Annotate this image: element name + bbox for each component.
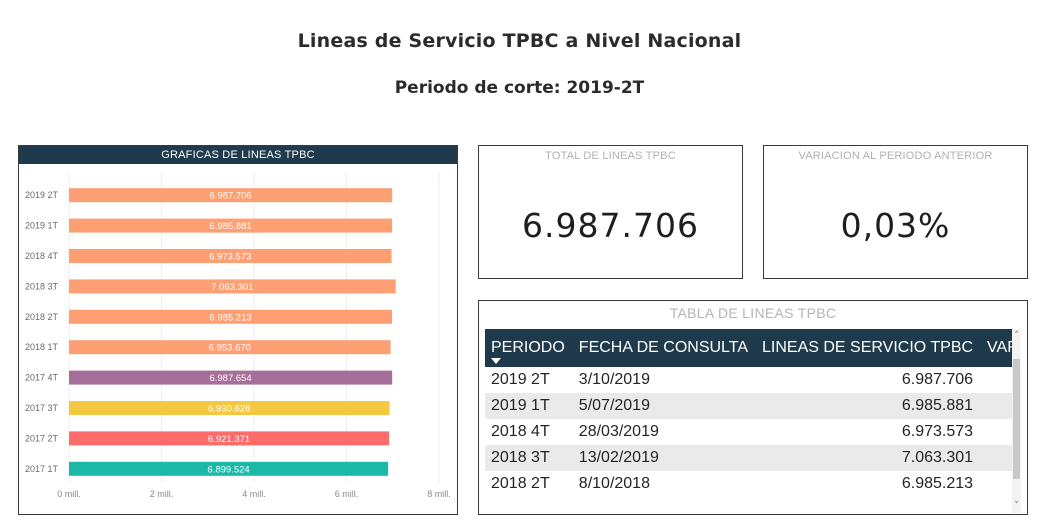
bar-value-label: 6.973.573 [209, 252, 251, 263]
bar[interactable] [69, 218, 393, 233]
bar[interactable] [69, 188, 393, 203]
kpi-total-value: 6.987.706 [522, 206, 699, 245]
x-tick-label: 2 mill. [150, 489, 174, 499]
column-header-fecha[interactable]: FECHA DE CONSULTA [578, 339, 749, 356]
kpi-variation-card[interactable]: VARIACION AL PERIODO ANTERIOR 0,03% [763, 145, 1028, 279]
category-label: 2018 4T [25, 251, 59, 261]
column-header-variacion[interactable]: VARIA [987, 339, 1013, 356]
bar[interactable] [69, 340, 391, 355]
bar-value-label: 6.921.371 [208, 434, 250, 445]
bar-value-label: 6.987.654 [209, 373, 251, 384]
cell-fecha: 5/07/2019 [578, 397, 650, 414]
category-label: 2017 3T [25, 403, 59, 413]
cell-lineas: 6.973.573 [901, 423, 974, 440]
table-scroll-area[interactable]: PERIODO FECHA DE CONSULTA LINEAS DE SERV… [485, 329, 1013, 513]
cell-fecha: 8/10/2018 [578, 475, 650, 492]
kpi-variation-value: 0,03% [840, 206, 951, 245]
bar-value-label: 6.899.524 [207, 464, 249, 475]
x-tick-label: 6 mill. [335, 489, 359, 499]
cell-periodo: 2019 1T [491, 397, 550, 414]
cell-lineas: 6.985.213 [901, 475, 974, 492]
bar[interactable] [69, 249, 392, 263]
cell-periodo: 2018 2T [491, 475, 550, 492]
chart-header: GRAFICAS DE LINEAS TPBC [19, 146, 457, 164]
bar-value-label: 6.987.706 [209, 191, 251, 202]
chevron-up-icon[interactable]: ˄ [1014, 331, 1019, 341]
bar-value-label: 6.953.670 [209, 343, 251, 354]
x-tick-label: 0 mill. [57, 489, 81, 499]
report-title: Lineas de Servicio TPBC a Nivel Nacional [297, 30, 742, 52]
table-title: TABLA DE LINEAS TPBC [669, 305, 837, 321]
cell-lineas: 6.987.706 [901, 371, 974, 388]
kpi-variation-label: VARIACION AL PERIODO ANTERIOR [798, 150, 993, 162]
cell-fecha: 28/03/2019 [578, 423, 659, 440]
cell-variacion: ( [981, 367, 1013, 393]
x-tick-label: 4 mill. [242, 489, 266, 499]
cell-variacion: ( [981, 393, 1013, 419]
bar[interactable] [69, 401, 390, 415]
category-label: 2018 2T [25, 312, 59, 322]
table-row[interactable]: 2019 1T 5/07/2019 6.985.881 ( [485, 393, 1013, 419]
cell-periodo: 2019 2T [491, 371, 550, 388]
cell-periodo: 2018 3T [491, 449, 550, 466]
category-label: 2017 4T [25, 373, 59, 383]
bar[interactable] [69, 461, 389, 476]
bar-value-label: 7.063.301 [211, 282, 253, 293]
cell-variacion: - [981, 419, 1013, 445]
cell-fecha: 13/02/2019 [578, 449, 659, 466]
sort-descending-icon [491, 358, 501, 364]
x-tick-label: 8 mill. [427, 489, 451, 499]
scrollbar-thumb[interactable] [1013, 359, 1020, 479]
bar-value-label: 6.985.213 [209, 312, 251, 323]
kpi-total-label: TOTAL DE LINEAS TPBC [545, 150, 676, 162]
column-header-periodo[interactable]: PERIODO [485, 329, 573, 367]
bar[interactable] [69, 370, 393, 385]
cell-lineas: 7.063.301 [901, 449, 974, 466]
table-panel[interactable]: TABLA DE LINEAS TPBC PERIODO FECHA DE CO… [478, 300, 1028, 515]
chevron-down-icon[interactable]: ˅ [1014, 501, 1019, 511]
table-row[interactable]: 2018 2T 8/10/2018 6.985.213 ( [485, 471, 1013, 497]
table-header-row: PERIODO FECHA DE CONSULTA LINEAS DE SERV… [485, 329, 1013, 367]
bar-chart[interactable]: 0 mill. 2 mill. 4 mill. 6 mill. 8 mill. 2019 … [19, 164, 457, 514]
category-label: 2018 1T [25, 342, 59, 352]
cell-fecha: 3/10/2019 [578, 371, 650, 388]
bar-value-label: 6.930.628 [208, 404, 250, 415]
cell-variacion: - [981, 445, 1013, 471]
table-row[interactable]: 2019 2T 3/10/2019 6.987.706 ( [485, 367, 1013, 393]
cell-lineas: 6.985.881 [901, 397, 974, 414]
table-row[interactable]: 2018 4T 28/03/2019 6.973.573- [485, 419, 1013, 445]
category-label: 2018 3T [25, 281, 59, 291]
kpi-total-card[interactable]: TOTAL DE LINEAS TPBC 6.987.706 [478, 145, 743, 279]
cell-periodo: 2018 4T [491, 423, 550, 440]
category-label: 2019 1T [25, 221, 59, 231]
chart-panel[interactable]: GRAFICAS DE LINEAS TPBC 0 mill. 2 mill. 4 … [18, 145, 458, 515]
data-table: PERIODO FECHA DE CONSULTA LINEAS DE SERV… [485, 329, 1013, 497]
report-subtitle: Periodo de corte: 2019-2T [394, 78, 645, 98]
category-label: 2017 1T [25, 464, 59, 474]
category-label: 2019 2T [25, 190, 59, 200]
bar[interactable] [69, 431, 390, 446]
category-label: 2017 2T [25, 433, 59, 443]
table-row[interactable]: 2018 3T 13/02/2019 7.063.301- [485, 445, 1013, 471]
bar[interactable] [69, 279, 396, 294]
bar-value-label: 6.985.881 [209, 221, 251, 232]
column-header-lineas[interactable]: LINEAS DE SERVICIO TPBC [762, 339, 974, 356]
table-scrollbar[interactable]: ˄ ˅ [1012, 329, 1021, 513]
bar[interactable] [69, 309, 393, 324]
cell-variacion: ( [981, 471, 1013, 497]
